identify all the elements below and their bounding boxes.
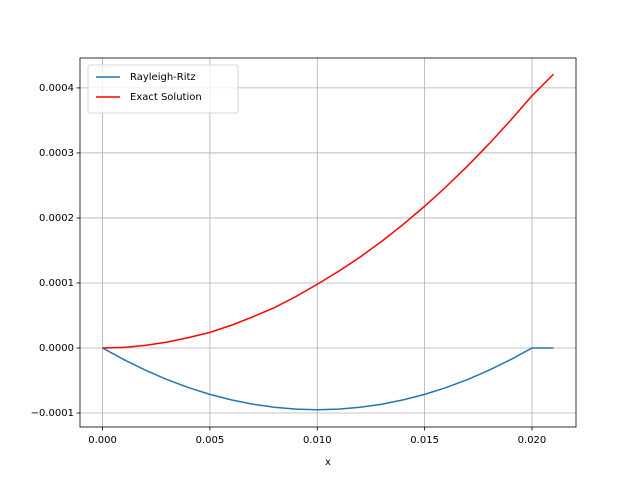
x-tick-label: 0.020 (518, 435, 547, 446)
line-series (102, 73, 554, 349)
x-tick-label: 0.000 (88, 435, 117, 446)
x-axis-label: x (325, 457, 331, 468)
x-tick-label: 0.005 (196, 435, 225, 446)
axes-frame (79, 57, 577, 428)
y-tick-label: 0.0000 (39, 343, 74, 354)
y-tick-label: −0.0001 (31, 408, 74, 419)
line-series (102, 347, 554, 411)
y-tick-label: 0.0003 (39, 148, 74, 159)
x-tick-label: 0.015 (410, 435, 439, 446)
legend-label: Rayleigh-Ritz (130, 72, 196, 83)
y-tick-label: 0.0001 (39, 278, 74, 289)
legend-label: Exact Solution (130, 92, 202, 103)
x-tick-label: 0.010 (303, 435, 332, 446)
legend-box (87, 64, 239, 114)
y-tick-label: 0.0004 (39, 83, 74, 94)
y-tick-label: 0.0002 (39, 213, 74, 224)
